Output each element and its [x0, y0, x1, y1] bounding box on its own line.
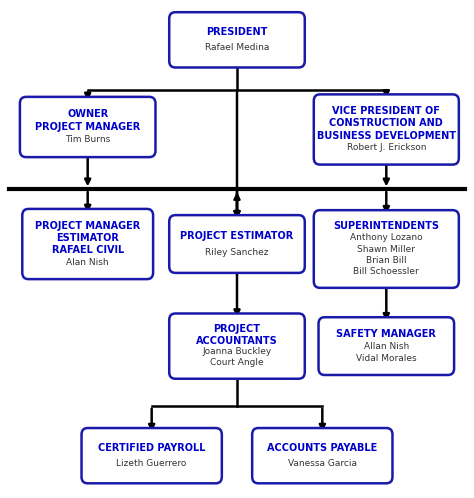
Text: Shawn Miller: Shawn Miller [357, 245, 415, 253]
Text: CERTIFIED PAYROLL: CERTIFIED PAYROLL [98, 443, 205, 453]
Text: Allan Nish: Allan Nish [364, 342, 409, 351]
Text: Robert J. Erickson: Robert J. Erickson [346, 143, 426, 152]
FancyBboxPatch shape [314, 95, 459, 164]
FancyBboxPatch shape [169, 215, 305, 273]
FancyBboxPatch shape [82, 428, 222, 483]
FancyBboxPatch shape [319, 317, 454, 375]
Text: SAFETY MANAGER: SAFETY MANAGER [337, 329, 436, 339]
Text: OWNER: OWNER [67, 109, 109, 119]
Text: PROJECT MANAGER: PROJECT MANAGER [35, 122, 140, 132]
Text: Tim Burns: Tim Burns [65, 135, 110, 144]
FancyBboxPatch shape [169, 314, 305, 378]
Text: VICE PRESIDENT OF: VICE PRESIDENT OF [332, 106, 440, 116]
FancyBboxPatch shape [20, 97, 155, 157]
Text: RAFAEL CIVIL: RAFAEL CIVIL [52, 245, 124, 255]
FancyBboxPatch shape [169, 12, 305, 67]
Text: Court Angle: Court Angle [210, 358, 264, 368]
Text: Riley Sanchez: Riley Sanchez [205, 248, 269, 257]
Text: Vanessa Garcia: Vanessa Garcia [288, 459, 357, 468]
Text: PROJECT MANAGER: PROJECT MANAGER [35, 221, 140, 231]
Text: Vidal Morales: Vidal Morales [356, 354, 417, 363]
Text: SUPERINTENDENTS: SUPERINTENDENTS [333, 221, 439, 231]
Text: Brian Bill: Brian Bill [366, 256, 407, 265]
FancyBboxPatch shape [252, 428, 392, 483]
Text: PROJECT: PROJECT [213, 324, 261, 335]
Text: ACCOUNTS PAYABLE: ACCOUNTS PAYABLE [267, 443, 377, 453]
Text: Alan Nish: Alan Nish [66, 258, 109, 267]
Text: Anthony Lozano: Anthony Lozano [350, 233, 423, 242]
Text: CONSTRUCTION AND: CONSTRUCTION AND [329, 119, 443, 128]
Text: PRESIDENT: PRESIDENT [206, 27, 268, 37]
FancyBboxPatch shape [314, 210, 459, 288]
Text: BUSINESS DEVELOPMENT: BUSINESS DEVELOPMENT [317, 130, 456, 140]
Text: Joanna Buckley: Joanna Buckley [202, 347, 272, 356]
Text: ACCOUNTANTS: ACCOUNTANTS [196, 336, 278, 346]
Text: PROJECT ESTIMATOR: PROJECT ESTIMATOR [181, 231, 293, 241]
Text: Lizeth Guerrero: Lizeth Guerrero [117, 459, 187, 468]
FancyBboxPatch shape [22, 209, 153, 279]
Text: Rafael Medina: Rafael Medina [205, 43, 269, 52]
Text: Bill Schoessler: Bill Schoessler [354, 267, 419, 276]
Text: ESTIMATOR: ESTIMATOR [56, 233, 119, 243]
